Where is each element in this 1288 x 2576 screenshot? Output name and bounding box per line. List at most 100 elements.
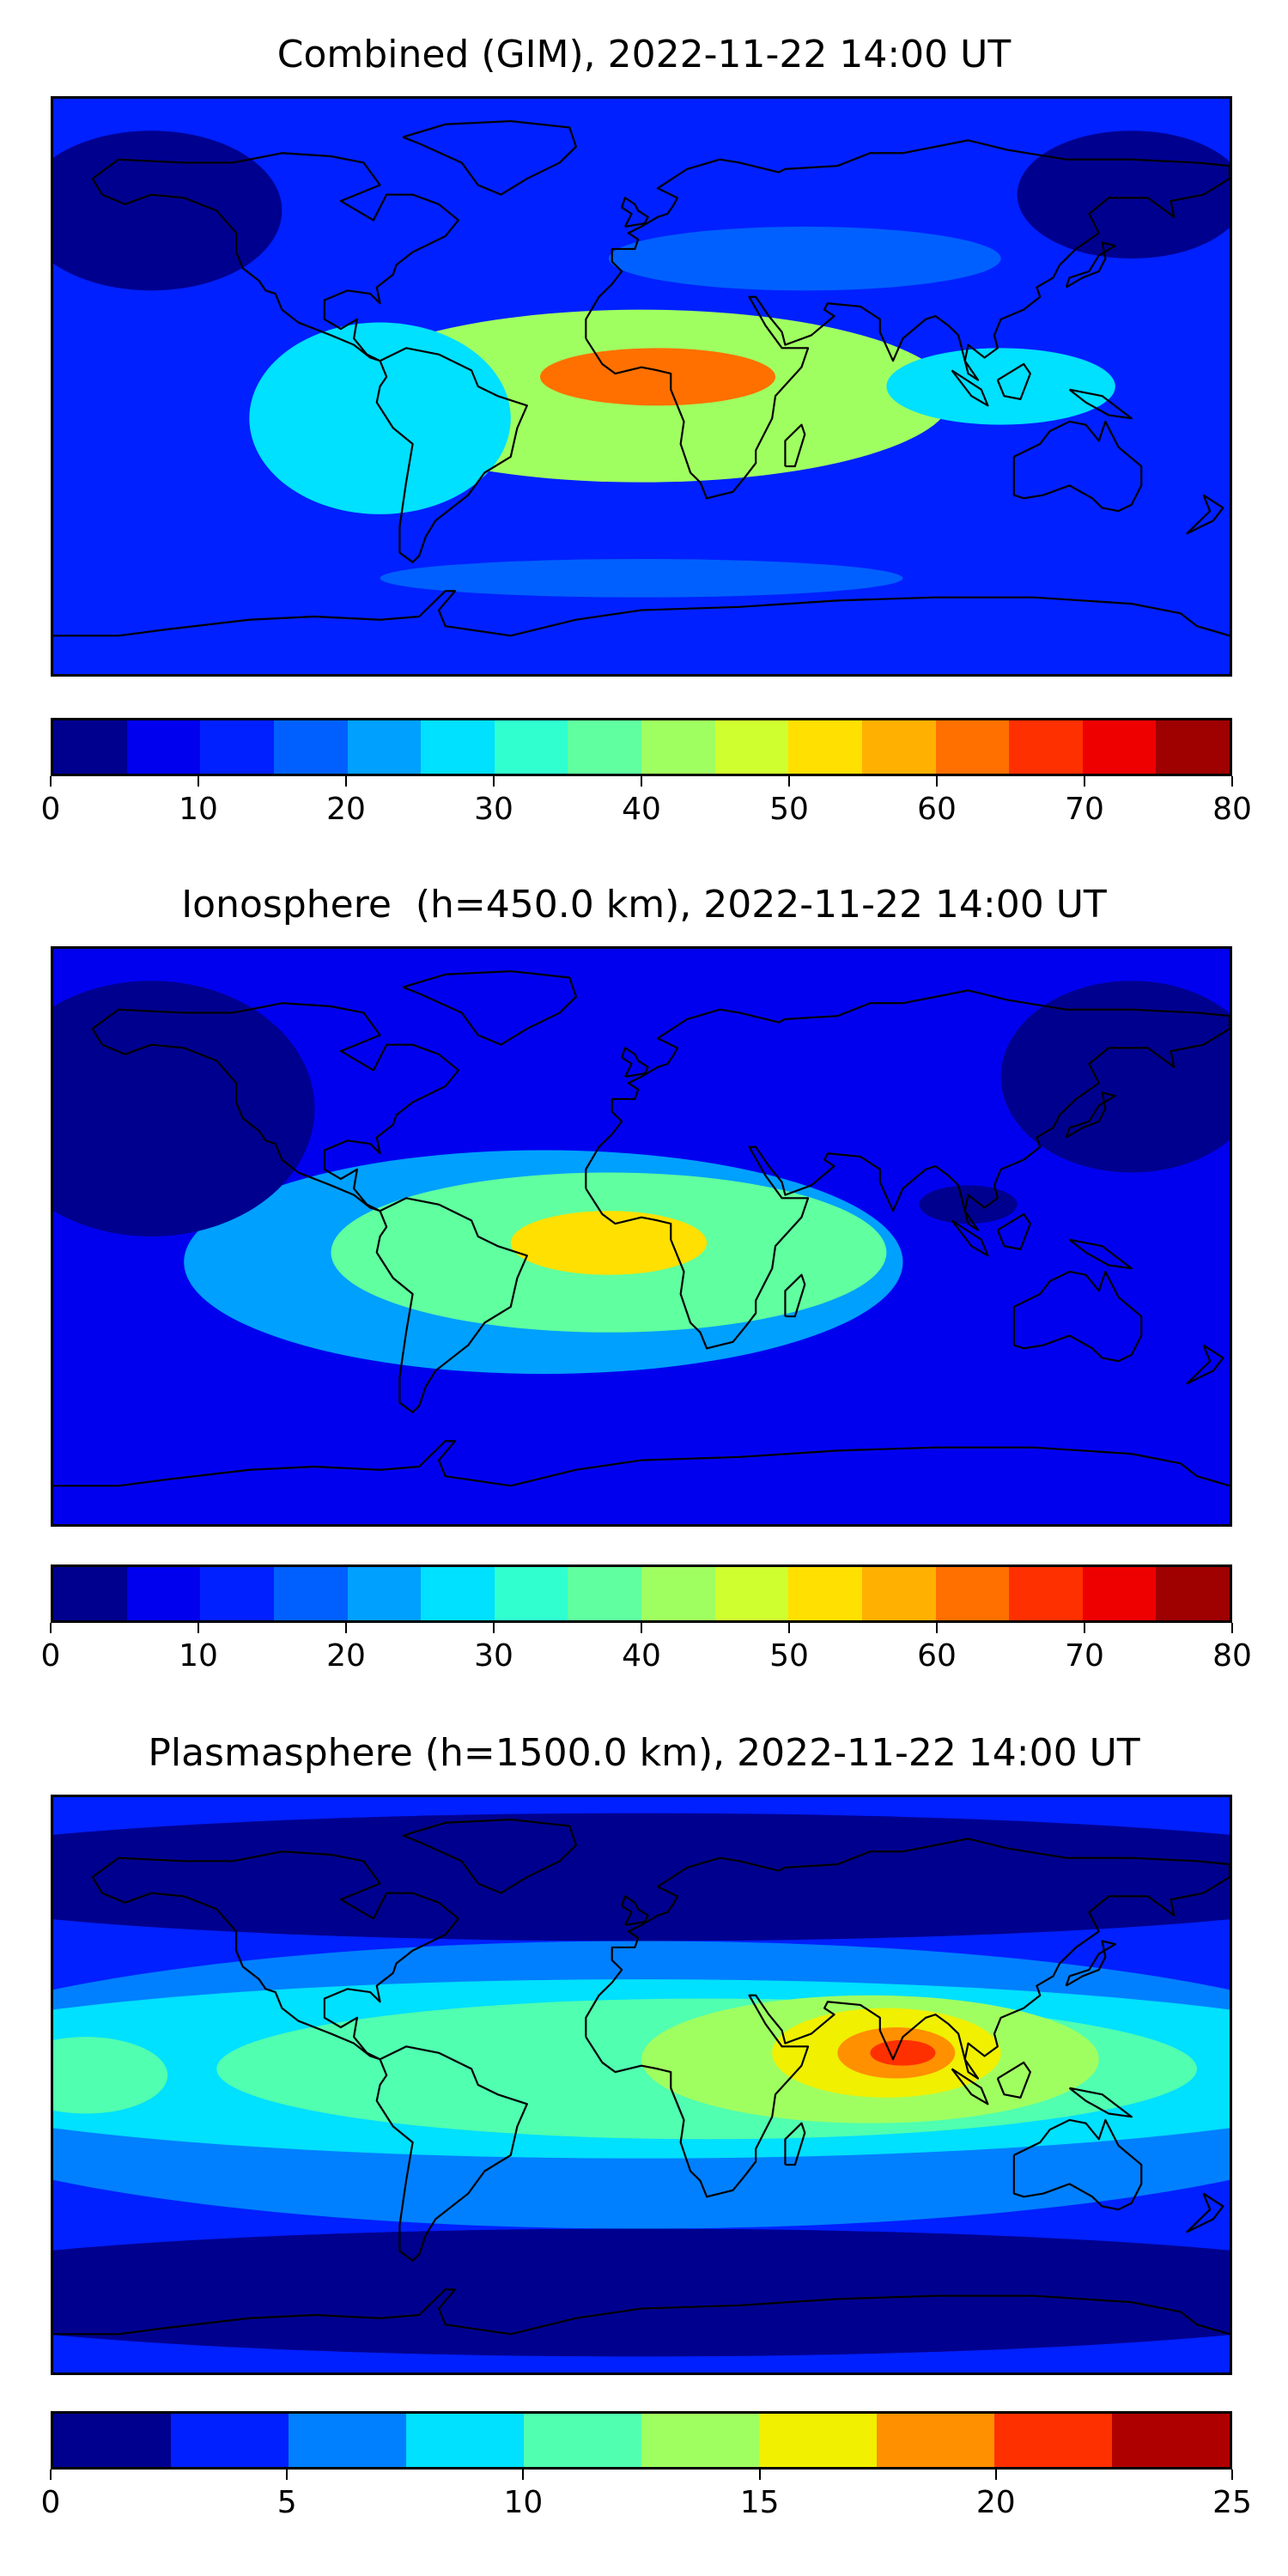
map-area-combined — [51, 96, 1232, 677]
colorbar-bin — [421, 720, 495, 774]
colorbar-tick-label: 40 — [622, 792, 661, 827]
colorbar-bin — [1156, 720, 1230, 774]
colorbar-tick-label: 0 — [40, 792, 61, 827]
colorbar-tick-label: 10 — [179, 792, 218, 827]
coastline-madagascar — [785, 2123, 805, 2165]
colorbar-tick-label: 40 — [622, 1638, 661, 1674]
tec-contour-map — [53, 1797, 1230, 2372]
colorbar-bin — [273, 1567, 348, 1620]
colorbar-bin — [568, 1567, 641, 1620]
colorbar-tick-label: 30 — [474, 792, 513, 827]
colorbar-tick — [994, 2470, 997, 2480]
colorbar-tick-label: 70 — [1065, 792, 1104, 827]
map-title: Ionosphere (h=450.0 km), 2022-11-22 14:0… — [181, 883, 1107, 927]
colorbar-tick — [641, 1623, 642, 1633]
colorbar-bin — [788, 1567, 862, 1620]
contour-region — [53, 981, 315, 1236]
colorbar-bin — [347, 720, 422, 774]
coastline-sumatra — [952, 370, 988, 405]
coastline-new-guinea — [1070, 390, 1132, 419]
colorbar-bin — [1009, 720, 1083, 774]
colorbar-bin — [861, 1567, 936, 1620]
coastline-australia — [1014, 1272, 1141, 1361]
coastline-new-zealand — [1188, 2194, 1224, 2233]
colorbar-bin — [759, 2414, 877, 2467]
colorbar — [51, 718, 1232, 776]
colorbar-bin — [494, 720, 568, 774]
colorbar — [51, 1564, 1232, 1623]
map-title: Combined (GIM), 2022-11-22 14:00 UT — [276, 33, 1012, 76]
colorbar-bin — [641, 1567, 715, 1620]
colorbar-tick — [788, 776, 790, 787]
colorbar-tick-label: 50 — [769, 1638, 809, 1674]
colorbar-tick — [197, 1623, 199, 1633]
contour-region — [53, 131, 283, 291]
colorbar-tick-label: 0 — [40, 1638, 61, 1674]
coastline-antarctica — [53, 2289, 1230, 2334]
colorbar — [51, 2411, 1232, 2470]
colorbar-tick — [788, 1623, 790, 1633]
colorbar-tick-label: 50 — [769, 792, 809, 827]
contour-region — [540, 348, 776, 406]
colorbar-tick-label: 20 — [975, 2485, 1016, 2520]
colorbar-tick — [1084, 1623, 1085, 1633]
colorbar-tick — [286, 2470, 289, 2480]
coastline-south-america — [377, 348, 527, 562]
colorbar-bin — [1112, 2414, 1230, 2467]
coastline-madagascar — [785, 425, 805, 466]
coastline-uk — [622, 1896, 647, 1925]
coastline-new-guinea — [1070, 2088, 1132, 2117]
colorbar-bin — [53, 720, 127, 774]
colorbar-tick-label: 20 — [326, 792, 366, 827]
coastline-japan — [1066, 1093, 1115, 1138]
tec-contour-map — [53, 99, 1230, 674]
colorbar-tick-label: 60 — [917, 1638, 957, 1674]
colorbar-bin — [935, 720, 1010, 774]
colorbar-tick — [345, 1623, 347, 1633]
colorbar-tick-label: 15 — [739, 2485, 780, 2520]
colorbar-tick-label: 20 — [326, 1638, 366, 1674]
world-coastline-icon — [53, 121, 1230, 635]
coastline-australia — [1014, 2120, 1141, 2209]
coastline-borneo — [998, 1214, 1030, 1249]
colorbar-bin — [935, 1567, 1010, 1620]
coastline-sumatra — [952, 1220, 988, 1255]
coastline-borneo — [998, 364, 1030, 399]
coastline-uk — [622, 1048, 647, 1077]
colorbar-tick — [50, 776, 52, 787]
colorbar-tick — [345, 776, 347, 787]
colorbar-tick-label: 10 — [503, 2485, 544, 2520]
coastline-greenland — [403, 121, 576, 195]
coastline-japan — [1066, 243, 1115, 288]
tec-contour-map — [53, 949, 1230, 1524]
contour-region — [870, 2039, 936, 2066]
colorbar-tick — [197, 776, 199, 787]
colorbar-bin — [714, 1567, 789, 1620]
colorbar-tick-label: 5 — [276, 2485, 297, 2520]
colorbar-tick — [1231, 776, 1233, 787]
colorbar-bin — [494, 1567, 568, 1620]
coastline-north-america — [93, 1851, 459, 2059]
colorbar-tick-label: 70 — [1065, 1638, 1104, 1674]
coastline-south-america — [377, 2046, 527, 2260]
colorbar-ticks: 0 10 20 30 40 50 60 70 80 — [41, 1623, 1252, 1674]
coastline-greenland — [403, 1820, 576, 1893]
colorbar-bin — [200, 720, 274, 774]
contour-region — [1017, 131, 1230, 259]
colorbar-tick — [758, 2470, 761, 2480]
colorbar-bin — [347, 1567, 422, 1620]
colorbar-bin — [406, 2414, 524, 2467]
coastline-sumatra — [952, 2069, 988, 2104]
colorbar-bin — [641, 2414, 759, 2467]
coastline-north-america — [93, 1003, 459, 1211]
coastline-madagascar — [785, 1275, 805, 1316]
coastline-australia — [1014, 422, 1141, 511]
colorbar-tick-label: 30 — [474, 1638, 513, 1674]
map-area-plasmasphere — [51, 1795, 1232, 2375]
coastline-africa-eurasia — [586, 990, 1230, 1348]
contour-region — [1000, 981, 1230, 1173]
colorbar-tick — [50, 1623, 52, 1633]
colorbar-ticks: 0 5 10 15 20 25 — [41, 2470, 1252, 2521]
coastline-africa-eurasia — [586, 140, 1230, 498]
colorbar-bin — [200, 1567, 274, 1620]
